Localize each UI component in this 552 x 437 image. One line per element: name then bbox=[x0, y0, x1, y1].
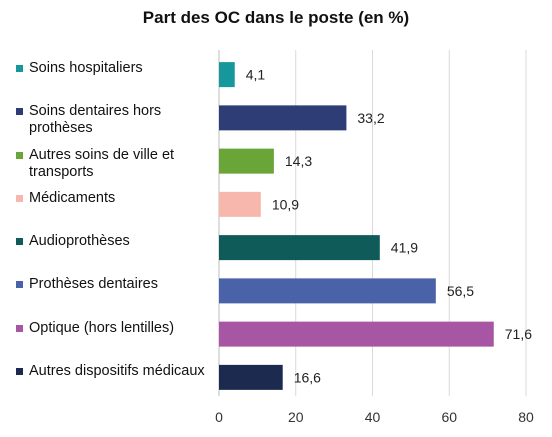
category-text: Autres dispositifs médicaux bbox=[29, 362, 205, 379]
legend-marker bbox=[16, 65, 23, 72]
category-label: Optique (hors lentilles) bbox=[16, 320, 216, 337]
category-label: Audioprothèses bbox=[16, 233, 216, 250]
legend-marker bbox=[16, 151, 23, 159]
category-text: Autres soins de ville et transports bbox=[29, 146, 175, 180]
category-text: Médicaments bbox=[29, 189, 116, 206]
category-text: Prothèses dentaires bbox=[29, 276, 158, 293]
data-label: 14,3 bbox=[285, 153, 312, 169]
data-label: 33,2 bbox=[357, 110, 384, 126]
category-label: Médicaments bbox=[16, 190, 216, 207]
x-tick-label: 60 bbox=[441, 409, 457, 425]
data-label: 4,1 bbox=[246, 67, 266, 83]
x-tick-label: 20 bbox=[288, 409, 304, 425]
bar bbox=[219, 321, 494, 347]
bar bbox=[219, 364, 283, 390]
data-label: 10,9 bbox=[272, 196, 299, 212]
data-label: 41,9 bbox=[391, 240, 418, 256]
bar bbox=[219, 235, 380, 261]
category-text: Soins dentaires hors prothèses bbox=[29, 103, 162, 137]
category-label: Prothèses dentaires bbox=[16, 276, 216, 293]
bar bbox=[219, 191, 261, 217]
legend-marker bbox=[16, 194, 23, 202]
category-text: Optique (hors lentilles) bbox=[29, 319, 175, 336]
category-text: Audioprothèses bbox=[29, 233, 130, 249]
data-label: 56,5 bbox=[447, 283, 474, 299]
category-text: Soins hospitaliers bbox=[29, 60, 143, 76]
legend-marker bbox=[16, 238, 23, 245]
legend-marker bbox=[16, 324, 23, 332]
data-label: 16,6 bbox=[294, 369, 321, 385]
bar bbox=[219, 105, 347, 131]
category-label: Soins hospitaliers bbox=[16, 60, 216, 77]
bar bbox=[219, 62, 235, 88]
legend-marker bbox=[16, 281, 23, 289]
chart-title: Part des OC dans le poste (en %) bbox=[142, 8, 410, 27]
x-tick-label: 80 bbox=[518, 409, 534, 425]
x-tick-label: 40 bbox=[365, 409, 381, 425]
x-tick-label: 0 bbox=[215, 409, 223, 425]
category-label: Autres dispositifs médicaux bbox=[16, 363, 216, 380]
data-label: 71,6 bbox=[505, 326, 532, 342]
category-label: Soins dentaires hors prothèses bbox=[16, 103, 216, 137]
bar bbox=[219, 148, 274, 174]
legend-marker bbox=[16, 367, 23, 375]
legend-marker bbox=[16, 108, 23, 116]
category-label: Autres soins de ville et transports bbox=[16, 147, 216, 181]
bar bbox=[219, 278, 436, 304]
